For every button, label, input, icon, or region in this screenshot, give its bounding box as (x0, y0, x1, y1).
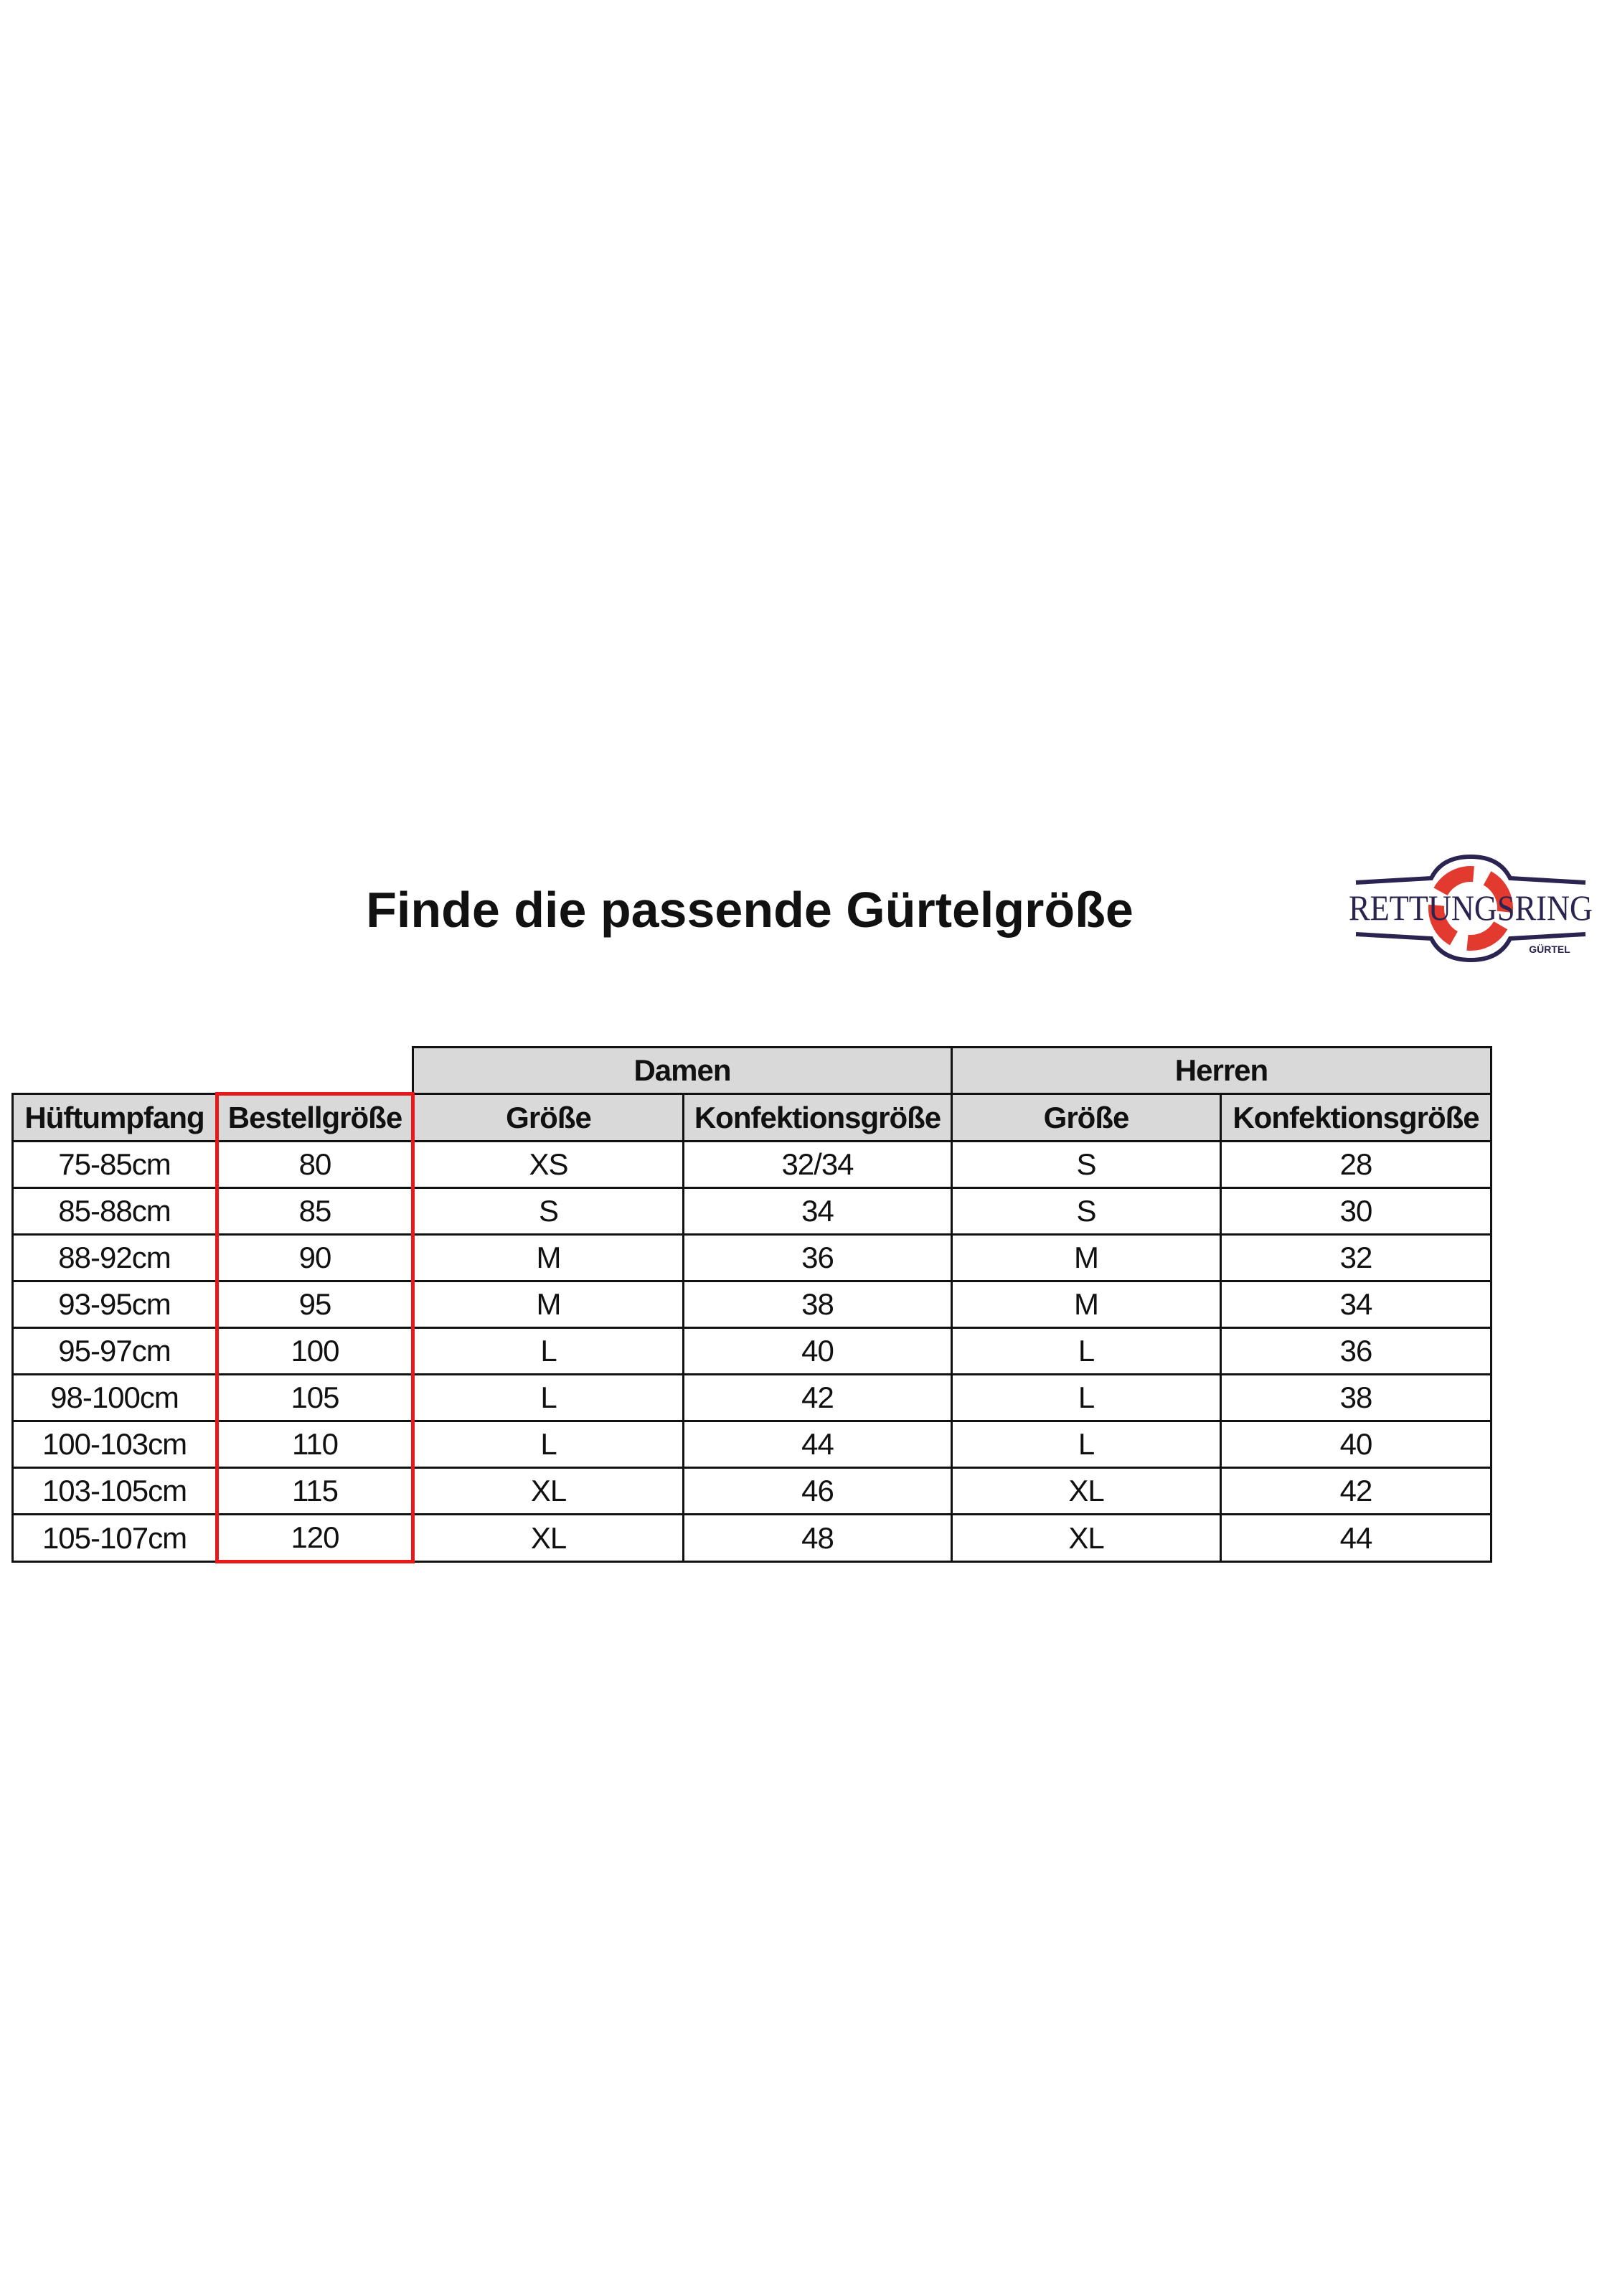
group-header-row: Damen Herren (13, 1046, 1492, 1095)
cell-damen-konfektion: 44 (682, 1420, 953, 1469)
cell-herren-konfektion: 28 (1220, 1140, 1492, 1189)
cell-herren-konfektion: 32 (1220, 1233, 1492, 1282)
table-row: 105-107cm 120 XL 48 XL 44 (11, 1513, 1492, 1563)
cell-herren-groesse: L (951, 1420, 1222, 1469)
header-damen-groesse: Größe (412, 1093, 684, 1142)
cell-damen-konfektion: 40 (682, 1327, 953, 1375)
cell-damen-konfektion: 34 (682, 1187, 953, 1236)
cell-herren-konfektion: 42 (1220, 1467, 1492, 1515)
cell-damen-groesse: M (412, 1233, 684, 1282)
cell-herren-groesse: S (951, 1140, 1222, 1189)
table-row: 88-92cm 90 M 36 M 32 (11, 1233, 1492, 1282)
table-row: 85-88cm 85 S 34 S 30 (11, 1187, 1492, 1236)
table-row: 103-105cm 115 XL 46 XL 42 (11, 1467, 1492, 1515)
cell-damen-konfektion: 32/34 (682, 1140, 953, 1189)
header-hueftumfang: Hüftumpfang (11, 1093, 218, 1142)
cell-damen-konfektion: 42 (682, 1373, 953, 1422)
cell-bestellgroesse: 110 (215, 1420, 415, 1469)
cell-herren-groesse: S (951, 1187, 1222, 1236)
table-row: 100-103cm 110 L 44 L 40 (11, 1420, 1492, 1469)
cell-herren-konfektion: 30 (1220, 1187, 1492, 1236)
cell-bestellgroesse: 95 (215, 1280, 415, 1329)
cell-damen-groesse: XS (412, 1140, 684, 1189)
cell-bestellgroesse: 120 (215, 1513, 415, 1563)
header-herren-konfektion: Konfektionsgröße (1220, 1093, 1492, 1142)
cell-damen-konfektion: 48 (682, 1513, 953, 1563)
cell-bestellgroesse: 90 (215, 1233, 415, 1282)
cell-hueftumfang: 75-85cm (11, 1140, 218, 1189)
cell-hueftumfang: 93-95cm (11, 1280, 218, 1329)
table-row: 93-95cm 95 M 38 M 34 (11, 1280, 1492, 1329)
cell-herren-konfektion: 40 (1220, 1420, 1492, 1469)
table-row: 98-100cm 105 L 42 L 38 (11, 1373, 1492, 1422)
cell-herren-groesse: L (951, 1373, 1222, 1422)
header-damen-konfektion: Konfektionsgröße (682, 1093, 953, 1142)
cell-herren-groesse: L (951, 1327, 1222, 1375)
cell-hueftumfang: 100-103cm (11, 1420, 218, 1469)
cell-herren-konfektion: 36 (1220, 1327, 1492, 1375)
cell-damen-konfektion: 36 (682, 1233, 953, 1282)
size-table: Damen Herren Hüftumpfang Bestellgröße Gr… (11, 1046, 1492, 1563)
cell-herren-groesse: M (951, 1233, 1222, 1282)
svg-text:GÜRTEL: GÜRTEL (1529, 944, 1570, 955)
table-row: 75-85cm 80 XS 32/34 S 28 (11, 1140, 1492, 1189)
cell-bestellgroesse: 85 (215, 1187, 415, 1236)
cell-hueftumfang: 98-100cm (11, 1373, 218, 1422)
cell-hueftumfang: 103-105cm (11, 1467, 218, 1515)
cell-bestellgroesse: 115 (215, 1467, 415, 1515)
cell-damen-groesse: M (412, 1280, 684, 1329)
cell-bestellgroesse: 80 (215, 1140, 415, 1189)
cell-herren-konfektion: 44 (1220, 1513, 1492, 1563)
rettungsring-logo: RETTUNGSRING GÜRTEL (1349, 854, 1593, 963)
cell-herren-groesse: M (951, 1280, 1222, 1329)
cell-hueftumfang: 95-97cm (11, 1327, 218, 1375)
cell-damen-groesse: L (412, 1420, 684, 1469)
cell-hueftumfang: 85-88cm (11, 1187, 218, 1236)
group-herren: Herren (951, 1046, 1492, 1095)
cell-damen-konfektion: 46 (682, 1467, 953, 1515)
header-bestellgroesse: Bestellgröße (215, 1092, 415, 1142)
cell-herren-konfektion: 34 (1220, 1280, 1492, 1329)
cell-bestellgroesse: 100 (215, 1327, 415, 1375)
cell-damen-groesse: XL (412, 1467, 684, 1515)
cell-hueftumfang: 105-107cm (11, 1513, 218, 1563)
cell-damen-groesse: L (412, 1327, 684, 1375)
page-title: Finde die passende Gürtelgröße (366, 882, 1134, 938)
cell-bestellgroesse: 105 (215, 1373, 415, 1422)
cell-damen-groesse: S (412, 1187, 684, 1236)
header-herren-groesse: Größe (951, 1093, 1222, 1142)
cell-damen-groesse: L (412, 1373, 684, 1422)
group-damen: Damen (412, 1046, 953, 1095)
svg-text:RETTUNGSRING: RETTUNGSRING (1349, 888, 1593, 928)
table-row: 95-97cm 100 L 40 L 36 (11, 1327, 1492, 1375)
cell-herren-groesse: XL (951, 1467, 1222, 1515)
cell-hueftumfang: 88-92cm (11, 1233, 218, 1282)
cell-damen-groesse: XL (412, 1513, 684, 1563)
cell-damen-konfektion: 38 (682, 1280, 953, 1329)
cell-herren-konfektion: 38 (1220, 1373, 1492, 1422)
column-header-row: Hüftumpfang Bestellgröße Größe Konfektio… (11, 1092, 1492, 1142)
cell-herren-groesse: XL (951, 1513, 1222, 1563)
